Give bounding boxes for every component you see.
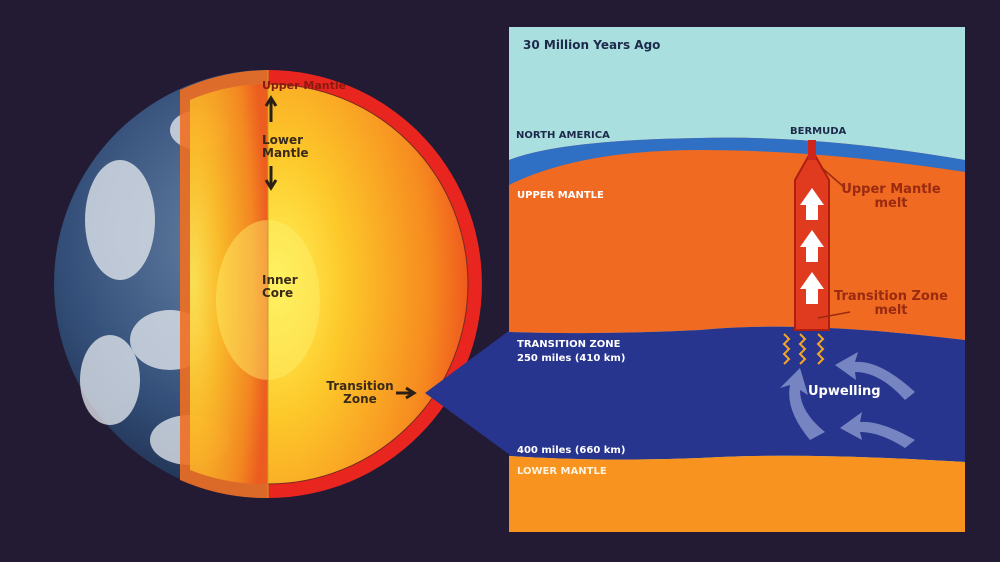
melt-zigzags xyxy=(782,333,825,365)
label-depth-660: 400 miles (660 km) xyxy=(517,445,626,456)
label-transition-zone: Transition Zone xyxy=(326,379,394,406)
panel-title: 30 Million Years Ago xyxy=(523,38,661,52)
label-north-america: NORTH AMERICA xyxy=(516,130,610,141)
lower-mantle-layer xyxy=(509,455,965,532)
zoom-wedge xyxy=(425,330,510,455)
arrow-right xyxy=(396,386,417,400)
cut-face-inner xyxy=(190,84,268,485)
label-inner-core: Inner Core xyxy=(262,273,298,300)
plume-arrows xyxy=(800,188,824,304)
label-depth-410: 250 miles (410 km) xyxy=(517,353,626,364)
upwelling-arrows xyxy=(780,352,915,448)
leader-upper xyxy=(821,167,846,189)
mantle-cut xyxy=(267,83,469,485)
label-upper-mantle: Upper Mantle xyxy=(262,79,347,92)
label-transition-zone-layer: TRANSITION ZONE xyxy=(517,339,621,350)
crust xyxy=(509,137,965,185)
label-lower-mantle-layer: LOWER MANTLE xyxy=(517,466,607,477)
label-lower-mantle: Lower Mantle xyxy=(262,133,309,160)
label-transition-zone-melt: Transition Zone melt xyxy=(834,289,948,318)
upper-mantle-layer xyxy=(509,137,965,340)
arrow-up xyxy=(264,95,278,122)
label-bermuda: BERMUDA xyxy=(790,126,847,137)
plume-top xyxy=(808,140,816,160)
label-upper-mantle-layer: UPPER MANTLE xyxy=(517,190,604,201)
arrow-down xyxy=(264,166,278,191)
label-upper-mantle-melt: Upper Mantle melt xyxy=(841,182,941,211)
leader-tz xyxy=(817,311,851,319)
label-upwelling: Upwelling xyxy=(808,384,881,399)
